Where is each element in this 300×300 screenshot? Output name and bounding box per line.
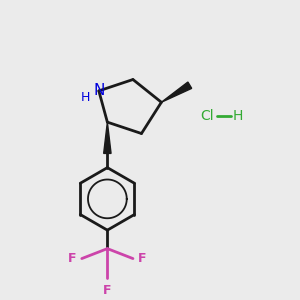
Text: F: F: [138, 252, 147, 265]
Text: F: F: [103, 284, 112, 297]
Polygon shape: [104, 122, 111, 153]
Text: N: N: [93, 83, 104, 98]
Text: H: H: [233, 110, 243, 124]
Text: F: F: [68, 252, 77, 265]
Polygon shape: [161, 82, 192, 102]
Text: Cl: Cl: [200, 110, 214, 124]
Text: H: H: [80, 92, 90, 104]
